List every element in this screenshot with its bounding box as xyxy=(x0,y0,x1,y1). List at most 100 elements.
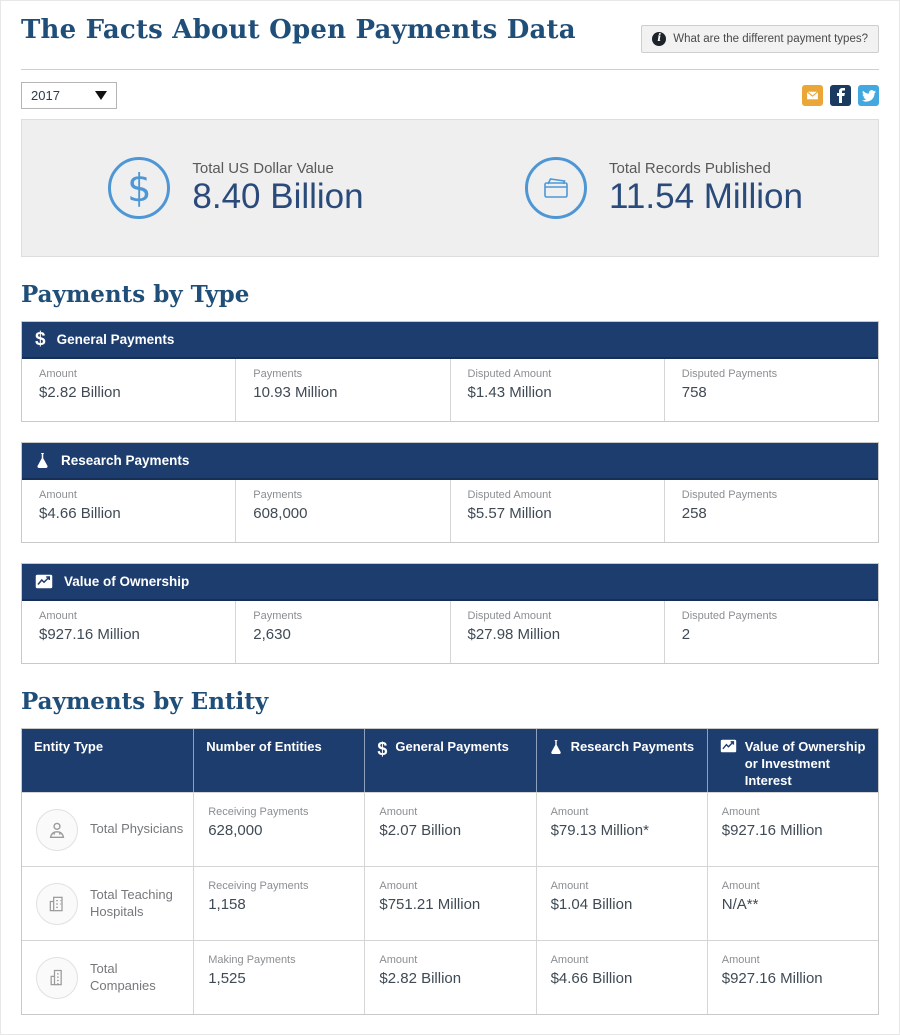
stat-cell: Disputed Amount $1.43 Million xyxy=(449,359,664,421)
stat-cell-value: 258 xyxy=(681,505,707,522)
section-title-payments-by-entity: Payments by Entity xyxy=(21,688,269,715)
card-title: Value of Ownership xyxy=(64,574,190,589)
stat-cell: Disputed Payments 758 xyxy=(663,359,878,421)
stat-cell: Disputed Amount $27.98 Million xyxy=(449,601,664,663)
year-value: 2017 xyxy=(31,88,60,103)
stat-value: 8.40 Billion xyxy=(192,177,364,217)
stat-cell: Amount $2.82 Billion xyxy=(22,359,235,421)
stat-cell-label: Amount xyxy=(39,489,77,501)
stat-cell-label: Disputed Amount xyxy=(467,489,552,501)
card-research-payments: Research Payments Amount $4.66 Billion P… xyxy=(21,442,879,543)
stat-cell: Disputed Payments 2 xyxy=(663,601,878,663)
stat-cell-value: $1.43 Million xyxy=(467,384,552,401)
facebook-share-button[interactable] xyxy=(830,85,851,106)
stat-cell-value: 758 xyxy=(681,384,707,401)
entity-name: Total Physicians xyxy=(90,821,184,837)
physician-icon xyxy=(36,808,78,851)
card-header: $ General Payments xyxy=(22,322,878,359)
stat-cell-label: Amount xyxy=(39,610,77,622)
stat-cell-label: Payments xyxy=(253,489,303,501)
stat-cell-label: Disputed Amount xyxy=(467,368,552,380)
table-row-total-teaching-hospitals: Total Teaching Hospitals Receiving Payme… xyxy=(22,866,878,940)
stat-cell-value: N/A** xyxy=(721,896,759,913)
column-header-value-of-ownership: Value of Ownership or Investment Interes… xyxy=(706,729,878,792)
section-title-payments-by-type: Payments by Type xyxy=(21,281,250,308)
email-share-button[interactable] xyxy=(802,85,823,106)
stat-cell-label: Amount xyxy=(379,806,418,818)
card-title: Research Payments xyxy=(61,453,190,468)
stat-cell: Disputed Amount $5.57 Million xyxy=(449,480,664,542)
toolbar: 2017 xyxy=(21,70,879,119)
info-button-label: What are the different payment types? xyxy=(673,33,868,45)
stat-cell-value: $927.16 Million xyxy=(721,822,823,839)
stat-cell-value: $927.16 Million xyxy=(39,626,140,643)
card-body: Amount $4.66 Billion Payments 608,000 Di… xyxy=(22,480,878,542)
stat-cell: Amount $927.16 Million xyxy=(706,793,878,866)
share-buttons xyxy=(802,85,879,106)
flask-icon xyxy=(549,739,563,755)
stat-cell-label: Receiving Payments xyxy=(208,880,309,892)
table-row-total-physicians: Total Physicians Receiving Payments 628,… xyxy=(22,792,878,866)
chevron-down-icon xyxy=(95,91,107,100)
hospital-icon xyxy=(36,882,78,925)
year-dropdown[interactable]: 2017 xyxy=(21,82,117,109)
stat-cell: Payments 608,000 xyxy=(235,480,449,542)
chart-line-icon xyxy=(35,574,53,589)
stat-cell: Amount $2.82 Billion xyxy=(364,941,535,1014)
twitter-icon xyxy=(861,89,876,102)
stat-cell-value: $2.82 Billion xyxy=(379,970,462,987)
stat-cell-label: Payments xyxy=(253,610,303,622)
stat-cell: Amount N/A** xyxy=(706,867,878,940)
facebook-icon xyxy=(836,88,845,103)
table-row-total-companies: Total Companies Making Payments 1,525 Am… xyxy=(22,940,878,1014)
stat-label: Total Records Published xyxy=(609,160,771,178)
stat-cell: Receiving Payments 1,158 xyxy=(193,867,364,940)
entity-cell: Total Physicians xyxy=(22,793,193,866)
twitter-share-button[interactable] xyxy=(858,85,879,106)
stat-cell-label: Amount xyxy=(550,806,589,818)
stat-cell-label: Amount xyxy=(721,954,760,966)
stat-cell-label: Disputed Amount xyxy=(467,610,552,622)
column-header-label: Entity Type xyxy=(34,739,104,754)
stat-cell-label: Amount xyxy=(39,368,77,380)
column-header-number-of-entities: Number of Entities xyxy=(193,729,364,792)
page-title: The Facts About Open Payments Data xyxy=(21,15,576,45)
stat-cell-value: $1.04 Billion xyxy=(550,896,633,913)
stat-total-dollar-value: $ Total US Dollar Value 8.40 Billion xyxy=(22,157,450,219)
column-header-general-payments: $ General Payments xyxy=(364,729,535,792)
stat-cell-value: $2.82 Billion xyxy=(39,384,121,401)
stat-cell-value: $4.66 Billion xyxy=(550,970,633,987)
stat-cell-label: Amount xyxy=(721,880,760,892)
stat-cell-label: Amount xyxy=(379,880,418,892)
stat-cell-value: 2,630 xyxy=(253,626,291,643)
page-header: The Facts About Open Payments Data What … xyxy=(21,1,879,53)
stat-cell-label: Disputed Payments xyxy=(681,368,778,380)
stat-cell-value: $27.98 Million xyxy=(467,626,561,643)
entity-name: Total Teaching Hospitals xyxy=(90,886,173,919)
column-header-label: Value of Ownership or Investment Interes… xyxy=(744,739,866,788)
stat-cell-label: Amount xyxy=(550,880,589,892)
stat-cell: Making Payments 1,525 xyxy=(193,941,364,1014)
column-header-research-payments: Research Payments xyxy=(535,729,707,792)
card-body: Amount $2.82 Billion Payments 10.93 Mill… xyxy=(22,359,878,421)
entity-name: Total Companies xyxy=(90,960,156,993)
stat-cell-value: 628,000 xyxy=(208,822,263,839)
stat-cell-value: $751.21 Million xyxy=(379,896,481,913)
entity-cell: Total Teaching Hospitals xyxy=(22,867,193,940)
header-divider xyxy=(21,69,879,70)
summary-panel: $ Total US Dollar Value 8.40 Billion Tot… xyxy=(21,119,879,257)
stat-cell-value: $927.16 Million xyxy=(721,970,823,987)
stat-cell-value: 2 xyxy=(681,626,691,643)
column-header-entity-type: Entity Type xyxy=(22,729,193,792)
stat-cell-value: $2.07 Billion xyxy=(379,822,462,839)
stat-cell-value: 1,525 xyxy=(208,970,246,987)
stat-cell-label: Payments xyxy=(253,368,303,380)
stat-cell-label: Making Payments xyxy=(208,954,296,966)
card-header: Value of Ownership xyxy=(22,564,878,601)
stat-cell: Disputed Payments 258 xyxy=(663,480,878,542)
dollar-icon: $ xyxy=(377,739,388,759)
payment-types-info-button[interactable]: What are the different payment types? xyxy=(641,25,879,53)
stat-cell-label: Disputed Payments xyxy=(681,610,778,622)
entity-table-header: Entity Type Number of Entities $ General… xyxy=(22,729,878,792)
stat-cell-label: Amount xyxy=(550,954,589,966)
